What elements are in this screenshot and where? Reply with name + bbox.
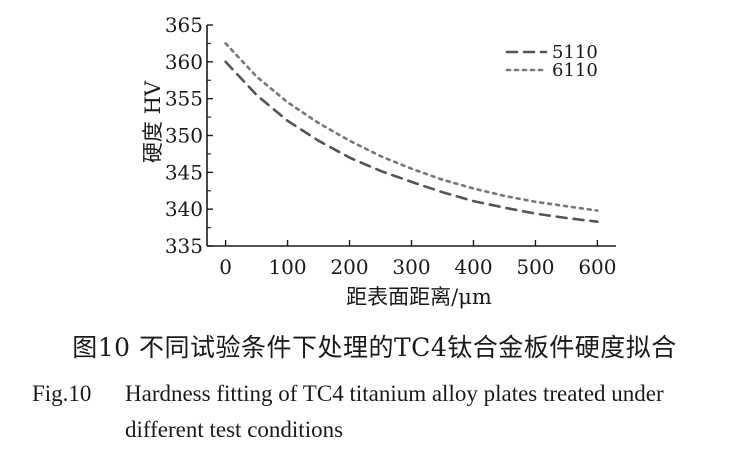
x-tick-label: 400 — [454, 255, 492, 279]
series-line-6110 — [224, 42, 599, 212]
y-tick-label: 360 — [165, 50, 203, 74]
legend-label-6110: 6110 — [552, 60, 598, 81]
x-tick-label: 600 — [578, 255, 616, 279]
series-line-5110 — [224, 60, 599, 223]
legend-label-5110: 5110 — [552, 42, 598, 63]
chart-ticks: 0 100 200 300 400 500 600 335 340 345 350 355 360 365 — [165, 13, 617, 279]
y-tick-label: 340 — [165, 197, 203, 221]
x-tick-label: 0 — [219, 255, 232, 279]
x-tick-label: 300 — [392, 255, 430, 279]
hardness-chart: 0 100 200 300 400 500 600 335 340 345 350 355 360 365… — [141, 13, 617, 309]
y-tick-label: 335 — [165, 234, 203, 258]
y-tick-label: 350 — [165, 124, 203, 148]
x-tick-label: 100 — [268, 255, 306, 279]
figure-caption-chinese: 图10 不同试验条件下处理的TC4钛合金板件硬度拟合 — [72, 333, 677, 362]
figure-number: Fig.10 — [32, 381, 92, 406]
figure-caption-line2: different test conditions — [125, 417, 344, 442]
x-tick-label: 200 — [330, 255, 368, 279]
x-axis-label: 距表面距离/μm — [346, 285, 492, 309]
y-tick-label: 345 — [165, 160, 203, 184]
y-tick-label: 355 — [165, 87, 203, 111]
y-tick-label: 365 — [165, 13, 203, 37]
figure-caption-line1: Hardness fitting of TC4 titanium alloy p… — [125, 381, 664, 406]
x-tick-label: 500 — [516, 255, 554, 279]
chart-series — [224, 42, 599, 223]
figure-caption-english: Fig.10 Hardness fitting of TC4 titanium a… — [32, 376, 732, 448]
y-axis-label: 硬度 HV — [141, 80, 165, 163]
